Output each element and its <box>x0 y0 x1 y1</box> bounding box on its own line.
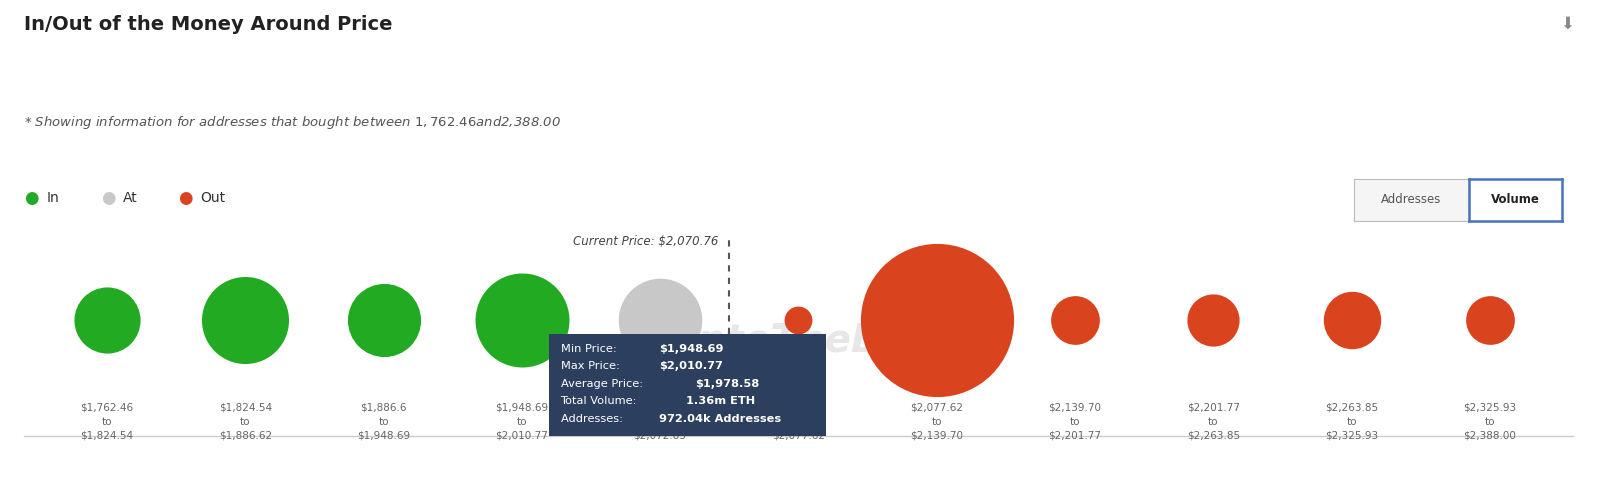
Point <box>509 316 534 324</box>
Text: $1,948.69
to
$2,010.77: $1,948.69 to $2,010.77 <box>496 403 549 441</box>
Point <box>94 316 120 324</box>
Text: ●: ● <box>178 189 192 207</box>
Text: $1,978.58: $1,978.58 <box>696 379 760 389</box>
FancyBboxPatch shape <box>549 334 826 436</box>
Point <box>232 316 258 324</box>
Point <box>1339 316 1365 324</box>
Text: Addresses:: Addresses: <box>560 414 626 424</box>
Text: At: At <box>123 191 138 205</box>
Text: $2,072.85
to
$2,077.62: $2,072.85 to $2,077.62 <box>771 403 826 441</box>
Text: Current Price: $2,070.76: Current Price: $2,070.76 <box>573 235 718 248</box>
Text: ⬇: ⬇ <box>1560 15 1574 33</box>
Text: In/Out of the Money Around Price: In/Out of the Money Around Price <box>24 15 392 34</box>
Point <box>786 316 811 324</box>
Text: $1,886.6
to
$1,948.69: $1,886.6 to $1,948.69 <box>357 403 410 441</box>
Text: $2,077.62
to
$2,139.70: $2,077.62 to $2,139.70 <box>910 403 963 441</box>
Point <box>648 316 674 324</box>
Text: Out: Out <box>200 191 226 205</box>
Text: ●: ● <box>24 189 38 207</box>
Point <box>371 316 397 324</box>
Text: $2,139.70
to
$2,201.77: $2,139.70 to $2,201.77 <box>1048 403 1101 441</box>
Text: 1.36m ETH: 1.36m ETH <box>686 396 755 406</box>
Text: $2,201.77
to
$2,263.85: $2,201.77 to $2,263.85 <box>1187 403 1240 441</box>
Text: Addresses: Addresses <box>1381 193 1442 206</box>
Text: * Showing information for addresses that bought between $1,762.46 and $2,388.00: * Showing information for addresses that… <box>24 114 562 131</box>
Text: 972.04k Addresses: 972.04k Addresses <box>659 414 781 424</box>
Text: ●: ● <box>101 189 115 207</box>
Point <box>1200 316 1226 324</box>
Text: Min Price:: Min Price: <box>560 344 619 354</box>
Point <box>923 316 949 324</box>
Text: $1,948.69: $1,948.69 <box>659 344 723 354</box>
Text: $2,325.93
to
$2,388.00: $2,325.93 to $2,388.00 <box>1464 403 1517 441</box>
Text: $1,824.54
to
$1,886.62: $1,824.54 to $1,886.62 <box>219 403 272 441</box>
Text: Volume: Volume <box>1491 193 1539 206</box>
Text: $2,010.77: $2,010.77 <box>659 361 723 371</box>
Text: $2,263.85
to
$2,325.93: $2,263.85 to $2,325.93 <box>1325 403 1378 441</box>
Text: Max Price:: Max Price: <box>560 361 622 371</box>
Text: IntoTheBlock: IntoTheBlock <box>683 321 970 359</box>
Text: Total Volume:: Total Volume: <box>560 396 640 406</box>
Point <box>1062 316 1088 324</box>
Text: $2,010.77
to
$2,072.85: $2,010.77 to $2,072.85 <box>634 403 686 441</box>
Text: $1,762.46
to
$1,824.54: $1,762.46 to $1,824.54 <box>80 403 133 441</box>
Point <box>1477 316 1502 324</box>
Text: In: In <box>46 191 59 205</box>
Text: Average Price:: Average Price: <box>560 379 646 389</box>
